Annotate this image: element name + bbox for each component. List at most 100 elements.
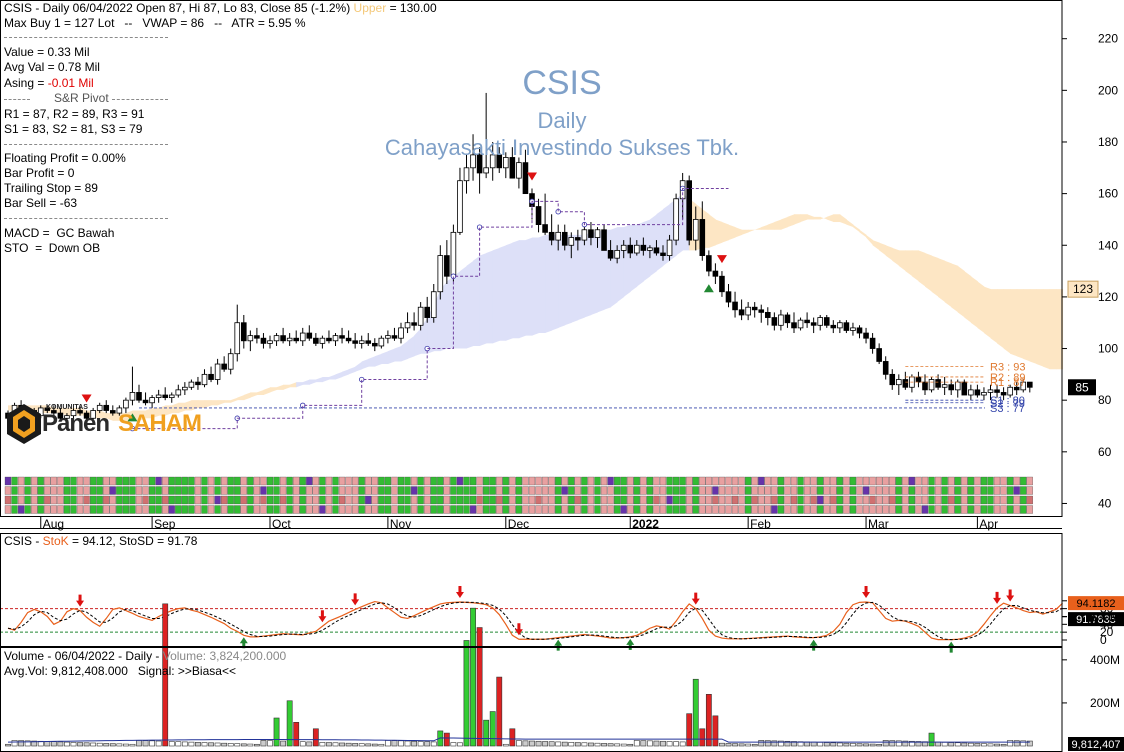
signal-strip-cell bbox=[895, 505, 902, 514]
signal-strip-cell bbox=[404, 495, 411, 505]
volume-bar bbox=[607, 743, 614, 747]
candle-body bbox=[817, 317, 823, 326]
signal-strip-cell bbox=[941, 486, 948, 495]
signal-strip-cell bbox=[889, 486, 896, 495]
signal-strip-cell bbox=[247, 505, 254, 514]
volume-bar bbox=[974, 743, 981, 747]
signal-strip-cell bbox=[168, 476, 175, 486]
signal-strip-cell bbox=[279, 495, 287, 505]
cloud-segment bbox=[276, 384, 284, 390]
candle-body bbox=[692, 219, 699, 241]
signal-strip-cell bbox=[581, 505, 588, 514]
volume-bar bbox=[961, 742, 968, 747]
signal-strip-cell bbox=[633, 505, 640, 514]
signal-strip-cell bbox=[279, 476, 287, 486]
signal-strip-cell bbox=[129, 495, 136, 505]
volume-bar bbox=[836, 742, 843, 747]
signal-strip-cell bbox=[345, 505, 352, 514]
cloud-segment bbox=[584, 232, 592, 318]
signal-strip-cell bbox=[594, 486, 601, 495]
candle-body bbox=[385, 335, 391, 339]
cloud-segment bbox=[970, 276, 978, 328]
cloud-segment bbox=[833, 214, 841, 223]
signal-strip-cell bbox=[587, 486, 595, 495]
candle-body bbox=[1020, 381, 1027, 391]
signal-strip-cell bbox=[148, 486, 156, 495]
signal-strip-cell bbox=[987, 476, 994, 486]
signal-strip-cell bbox=[76, 476, 84, 486]
volume-bar bbox=[188, 741, 195, 747]
signal-strip-cell bbox=[469, 476, 477, 486]
candle-body bbox=[620, 244, 627, 251]
candle-body bbox=[725, 291, 732, 303]
candle-body bbox=[673, 198, 679, 241]
cloud-segment bbox=[263, 387, 271, 396]
volume-bar bbox=[123, 743, 129, 747]
signal-strip-cell bbox=[50, 476, 57, 486]
signal-strip-cell bbox=[456, 476, 464, 486]
candle-body bbox=[103, 404, 110, 411]
signal-strip-cell bbox=[299, 476, 306, 486]
cloud-segment bbox=[938, 258, 946, 303]
signal-strip-cell bbox=[771, 476, 778, 486]
signal-strip-cell bbox=[496, 476, 503, 486]
y-tick-label: 160 bbox=[1098, 187, 1118, 201]
volume-bar bbox=[850, 743, 856, 747]
signal-strip-cell bbox=[790, 495, 798, 505]
signal-strip-cell bbox=[201, 505, 208, 514]
cloud-segment bbox=[590, 232, 598, 315]
signal-strip-cell bbox=[594, 495, 601, 505]
cloud-segment bbox=[60, 407, 68, 416]
candle-body bbox=[358, 340, 365, 344]
volume-bar bbox=[417, 741, 424, 747]
cloud-segment bbox=[453, 271, 461, 349]
signal-strip-cell bbox=[345, 495, 352, 505]
signal-strip-cell bbox=[535, 486, 542, 495]
cloud-segment bbox=[944, 260, 952, 308]
signal-strip-cell bbox=[889, 495, 896, 505]
candle-body bbox=[70, 410, 77, 417]
volume-bar bbox=[437, 730, 444, 747]
volume-bar bbox=[686, 713, 693, 747]
signal-strip-cell bbox=[129, 486, 136, 495]
signal-strip-cell bbox=[168, 495, 175, 505]
signal-strip-cell bbox=[856, 476, 863, 486]
signal-strip-cell bbox=[83, 486, 90, 495]
signal-strip-cell bbox=[482, 505, 490, 514]
signal-strip-cell bbox=[181, 486, 188, 495]
candle-body bbox=[863, 332, 869, 339]
signal-strip-cell bbox=[430, 505, 437, 514]
signal-strip-cell bbox=[194, 476, 202, 486]
signal-strip-cell bbox=[103, 486, 110, 495]
volume-bar bbox=[234, 743, 241, 747]
candle-body bbox=[391, 335, 398, 339]
cloud-segment bbox=[1042, 289, 1050, 370]
signal-strip-cell bbox=[535, 476, 542, 486]
trailing-stop-line bbox=[129, 185, 729, 432]
candle-body bbox=[44, 407, 51, 411]
signal-strip-cell bbox=[555, 486, 562, 495]
logo-brand: Panen bbox=[42, 410, 110, 437]
pivot-label: S2 : 79 bbox=[990, 398, 1025, 410]
signal-strip-cell bbox=[987, 486, 994, 495]
signal-strip-cell bbox=[345, 486, 352, 495]
volume-bar bbox=[109, 743, 116, 747]
cloud-segment bbox=[512, 240, 520, 339]
signal-strip-cell bbox=[50, 495, 57, 505]
signal-strip-cell bbox=[967, 495, 974, 505]
sto-buy-arrow bbox=[554, 639, 563, 651]
signal-strip-cell bbox=[758, 486, 765, 495]
signal-strip-cell bbox=[541, 486, 549, 495]
candle-body bbox=[954, 381, 961, 391]
stosd-tag bbox=[1068, 612, 1124, 627]
volume-bar bbox=[1000, 743, 1007, 747]
signal-strip-cell bbox=[162, 505, 169, 514]
volume-bar bbox=[542, 741, 548, 747]
signal-strip-cell bbox=[725, 495, 732, 505]
signal-strip-cell bbox=[11, 505, 18, 514]
candle-body bbox=[450, 231, 457, 277]
volume-bar bbox=[568, 742, 575, 747]
signal-strip-cell bbox=[705, 486, 712, 495]
signal-strip-cell bbox=[640, 495, 647, 505]
signal-strip-cell bbox=[502, 486, 509, 495]
